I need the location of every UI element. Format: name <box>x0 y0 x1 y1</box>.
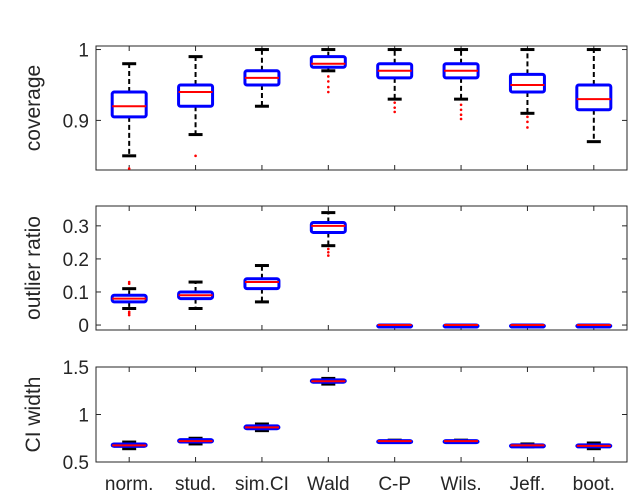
panel-1-outlier-point <box>393 101 396 104</box>
panel-1-box-Wald <box>309 55 347 69</box>
panel-1-axes-frame <box>95 45 628 171</box>
panel-3-ytick-label: 1.5 <box>63 358 89 379</box>
panel-1-box-norm. <box>110 90 148 119</box>
panel-2-box-Wald <box>309 221 347 234</box>
panel-2-outlier-point <box>327 250 330 254</box>
panel-1-outlier-point <box>393 110 396 114</box>
panel-2-outlier-point <box>327 254 330 257</box>
panel-1-outlier-point <box>526 120 529 124</box>
panel-2-ytick-label: 0.3 <box>63 217 89 238</box>
panel-1-ytick-label: 1 <box>78 41 89 62</box>
panel-2-outlier-point <box>327 247 330 251</box>
panel-2-ytick-label: 0.2 <box>63 250 89 271</box>
panel-2-ylabel: outlier ratio <box>22 216 45 320</box>
category-label-7: Jeff. <box>510 474 546 495</box>
category-label-2: stud. <box>175 474 216 495</box>
panel-2-ytick-label: 0 <box>78 316 89 337</box>
panel-1-outlier-point <box>459 108 463 112</box>
panel-1-box-boot. <box>575 83 613 112</box>
panel-1-outlier-point <box>327 85 330 89</box>
panel-2-outlier-point <box>127 280 131 284</box>
panel-1-outlier-point <box>327 80 330 83</box>
panel-3-axes-frame <box>95 366 628 463</box>
panel-1-outlier-point <box>459 103 463 107</box>
category-label-6: Wils. <box>440 474 481 495</box>
category-label-5: C-P <box>378 474 411 495</box>
panel-2-box-sim.CI <box>243 277 281 291</box>
panel-2-outlier-point <box>127 310 131 314</box>
category-label-4: Wald <box>307 474 350 495</box>
panel-1-outlier-point <box>327 75 330 78</box>
panel-3-ytick-label: 1 <box>78 406 89 427</box>
panel-1-outlier-point <box>459 117 463 121</box>
panel-1-outlier-point <box>393 106 396 109</box>
category-label-1: norm. <box>105 474 154 495</box>
panel-1-outlier-point <box>327 90 330 94</box>
panel-2-axes-frame <box>95 205 628 331</box>
panel-2-ytick-label: 0.1 <box>63 283 89 304</box>
panel-1-box-Jeff. <box>508 72 546 94</box>
panel-1-outlier-point <box>127 167 131 170</box>
panel-1-box-stud. <box>177 83 215 108</box>
panel-1-outlier-point <box>194 154 197 158</box>
panel-1-ylabel: coverage <box>22 65 45 151</box>
panel-1-outlier-point <box>526 115 529 119</box>
panel-3-ylabel: CI width <box>22 377 45 453</box>
panel-1-ytick-label: 0.9 <box>63 111 89 132</box>
panel-3-ytick-label: 0.5 <box>63 453 89 474</box>
category-label-3: sim.CI <box>235 474 289 495</box>
panel-1-outlier-point <box>459 113 463 117</box>
category-label-8: boot. <box>573 474 615 495</box>
panel-1-outlier-point <box>526 126 529 129</box>
